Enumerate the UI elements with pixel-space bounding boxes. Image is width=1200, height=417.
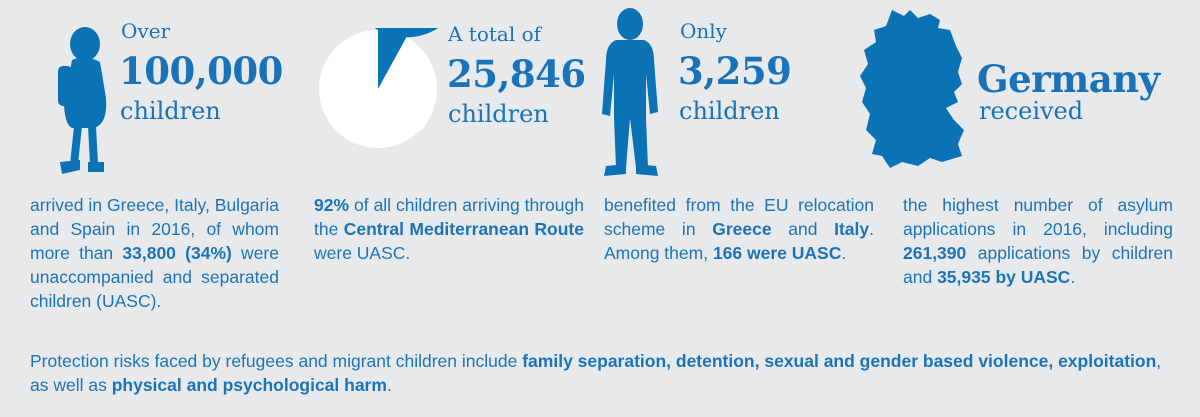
stat2-number: 25,846 bbox=[447, 52, 586, 96]
highlight-text: Greece bbox=[712, 219, 772, 239]
stat4-country: Germany bbox=[977, 57, 1160, 101]
stat4-verb: received bbox=[979, 97, 1084, 125]
body-text: . bbox=[386, 375, 392, 395]
highlight-text: Central Mediterranean Route bbox=[343, 219, 584, 239]
body-text: benefited from the EU relocation scheme … bbox=[604, 195, 874, 239]
body-text: . bbox=[841, 243, 847, 263]
body-text: the highest number of asylum application… bbox=[903, 195, 1173, 239]
stat1-prefix: Over bbox=[121, 19, 171, 43]
standing-child-icon bbox=[592, 4, 670, 180]
germany-map-icon bbox=[858, 6, 974, 172]
child-with-backpack-icon bbox=[52, 20, 112, 176]
stat1-description: arrived in Greece, Italy, Bulgaria and S… bbox=[30, 193, 279, 313]
protection-risks-text: Protection risks faced by refugees and m… bbox=[30, 349, 1180, 397]
stat3-description: benefited from the EU relocation scheme … bbox=[604, 193, 874, 265]
highlight-text: physical and psychological harm bbox=[111, 375, 387, 395]
pie-label: 92% bbox=[343, 95, 428, 140]
body-text: applications by children and bbox=[903, 243, 1173, 287]
body-text: . bbox=[1070, 267, 1076, 287]
stat3-number: 3,259 bbox=[678, 49, 792, 93]
highlight-text: 35,935 by UASC bbox=[937, 267, 1071, 287]
body-text: of all children arriving through the bbox=[314, 195, 584, 239]
body-text: arrived in Greece, Italy, Bulgaria and S… bbox=[30, 195, 279, 263]
pie-slice bbox=[374, 28, 439, 89]
body-text: . Among them, bbox=[604, 219, 874, 263]
stat3-prefix: Only bbox=[680, 19, 727, 43]
body-text: were unaccompanied and separated childre… bbox=[30, 243, 279, 311]
stat1-number: 100,000 bbox=[119, 49, 283, 93]
stat1-unit: children bbox=[120, 97, 221, 125]
highlight-text: 261,390 bbox=[903, 243, 967, 263]
body-text: were UASC. bbox=[314, 243, 411, 263]
body-text: , as well as bbox=[30, 351, 1162, 395]
pie-chart-icon bbox=[317, 28, 439, 150]
highlight-text: family separation, detention, sexual and… bbox=[522, 351, 1157, 371]
highlight-text: 166 were UASC bbox=[712, 243, 842, 263]
highlight-text: 92% bbox=[314, 195, 350, 215]
stat2-prefix: A total of bbox=[448, 22, 542, 46]
stat4-description: the highest number of asylum application… bbox=[903, 193, 1173, 289]
highlight-text: Italy bbox=[834, 219, 870, 239]
stat2-unit: children bbox=[448, 100, 549, 128]
body-text: Protection risks faced by refugees and m… bbox=[30, 351, 523, 371]
stat2-description: 92% of all children arriving through the… bbox=[314, 193, 584, 265]
stat3-unit: children bbox=[679, 97, 780, 125]
body-text: and bbox=[771, 219, 835, 239]
highlight-text: 33,800 (34%) bbox=[122, 243, 232, 263]
